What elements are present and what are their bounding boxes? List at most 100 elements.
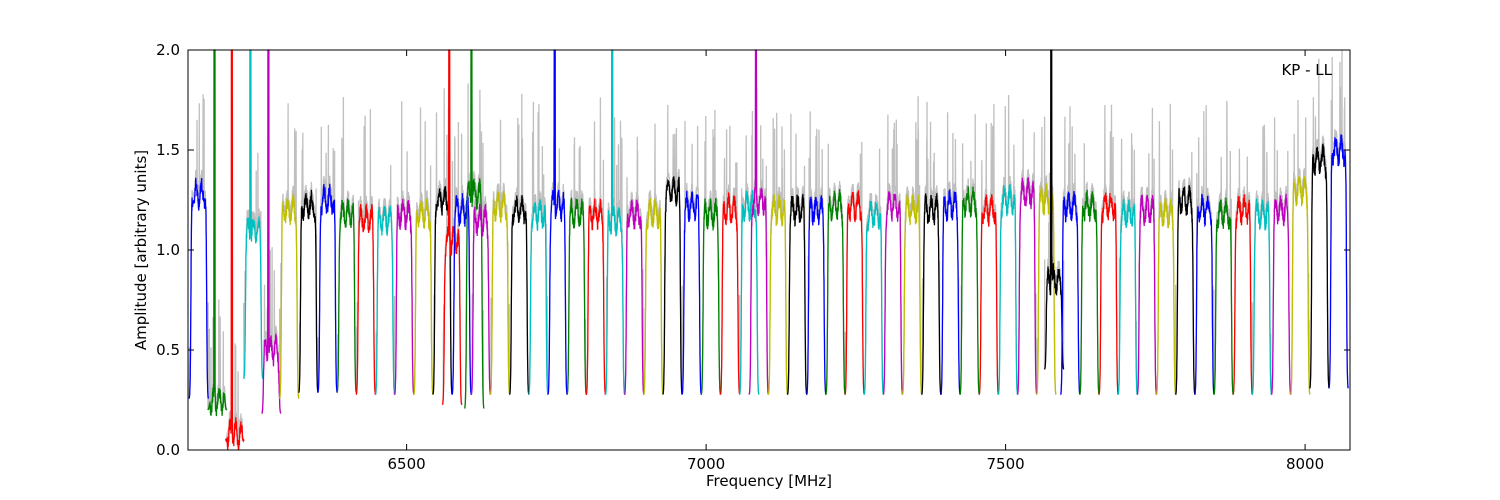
band-trace (470, 203, 492, 396)
background-trace (623, 136, 645, 395)
data-traces (188, 49, 1349, 451)
band-trace (681, 190, 702, 395)
background-trace (1079, 143, 1100, 395)
y-axis-label: Amplitude [arbitrary units] (132, 150, 150, 350)
background-trace (278, 103, 300, 399)
background-trace (243, 152, 264, 380)
band-trace (882, 191, 904, 395)
x-tick-label: 8000 (1286, 455, 1324, 473)
background-trace (1016, 119, 1038, 395)
band-trace (1036, 183, 1057, 395)
background-trace (1117, 133, 1139, 395)
y-axis: 0.0 0.5 1.0 1.5 2.0 (156, 41, 1350, 459)
background-trace (786, 113, 808, 395)
background-trace (261, 247, 282, 414)
band-trace (940, 188, 961, 395)
band-trace (413, 198, 434, 395)
background-trace (643, 123, 664, 395)
x-tick-label: 6500 (388, 455, 426, 473)
band-trace (662, 176, 683, 395)
band-trace (528, 199, 549, 395)
band-trace (623, 199, 645, 395)
background-trace (1309, 58, 1330, 389)
x-axis: 6500 7000 7500 8000 (388, 50, 1324, 473)
background-trace (528, 101, 549, 395)
band-trace (1194, 193, 1215, 395)
band-trace (489, 190, 511, 395)
band-trace (700, 198, 722, 395)
band-trace (1309, 143, 1330, 389)
background-trace (662, 104, 683, 395)
background-trace (681, 120, 702, 395)
background-trace (188, 94, 210, 399)
band-trace (355, 203, 377, 395)
band-trace (1251, 198, 1273, 395)
band-trace (1213, 197, 1234, 395)
band-trace (441, 49, 463, 406)
band-trace (959, 186, 980, 395)
x-tick-label: 7500 (986, 455, 1024, 473)
band-trace (1270, 193, 1292, 395)
band-trace (863, 201, 885, 395)
band-trace (604, 49, 626, 395)
band-trace (188, 177, 210, 399)
band-trace (278, 193, 300, 399)
band-trace (1098, 192, 1119, 395)
background-trace (464, 83, 485, 409)
background-trace (997, 94, 1019, 395)
background-trace (298, 132, 319, 393)
band-trace (374, 205, 396, 395)
background-trace (566, 137, 587, 395)
background-trace (1036, 116, 1057, 395)
band-trace (1079, 189, 1100, 395)
background-trace (1251, 124, 1273, 395)
band-trace (1043, 49, 1065, 370)
band-trace (825, 189, 846, 395)
background-trace (1098, 104, 1119, 395)
background-trace (844, 141, 865, 395)
background-trace (882, 114, 904, 395)
band-trace (844, 190, 865, 395)
band-trace (336, 198, 357, 393)
band-trace (243, 49, 264, 380)
band-trace (207, 49, 228, 417)
background-trace (547, 139, 568, 395)
background-trace (825, 143, 846, 395)
background-trace (806, 111, 827, 395)
background-trace (719, 125, 741, 395)
band-trace (1136, 194, 1158, 395)
band-trace (547, 49, 568, 395)
y-tick-label: 1.5 (156, 141, 180, 159)
band-trace (508, 195, 530, 395)
band-trace (921, 193, 942, 395)
x-tick-label: 7000 (687, 455, 725, 473)
band-trace (901, 194, 923, 395)
band-trace (1155, 197, 1177, 395)
background-trace (1232, 148, 1254, 395)
band-trace (978, 194, 1000, 395)
band-trace (261, 49, 282, 415)
background-trace (1328, 49, 1349, 389)
background-trace (959, 114, 980, 395)
band-trace (719, 191, 741, 395)
band-trace (1117, 198, 1139, 396)
band-trace (298, 189, 319, 393)
background-trace (1270, 117, 1292, 395)
band-trace (1290, 175, 1311, 395)
y-tick-label: 0.0 (156, 441, 180, 459)
band-trace (806, 195, 827, 395)
y-tick-label: 1.0 (156, 241, 180, 259)
plot-annotation: KP - LL (1281, 61, 1332, 79)
background-trace (317, 124, 338, 393)
background-trace (1136, 107, 1158, 395)
band-trace (585, 198, 607, 396)
band-trace (739, 190, 760, 395)
background-trace (489, 119, 511, 395)
band-trace (997, 184, 1019, 395)
background-trace (978, 104, 1000, 395)
band-trace (643, 198, 664, 395)
background-trace (1290, 99, 1311, 395)
background-trace (374, 165, 396, 395)
band-trace (566, 197, 587, 395)
